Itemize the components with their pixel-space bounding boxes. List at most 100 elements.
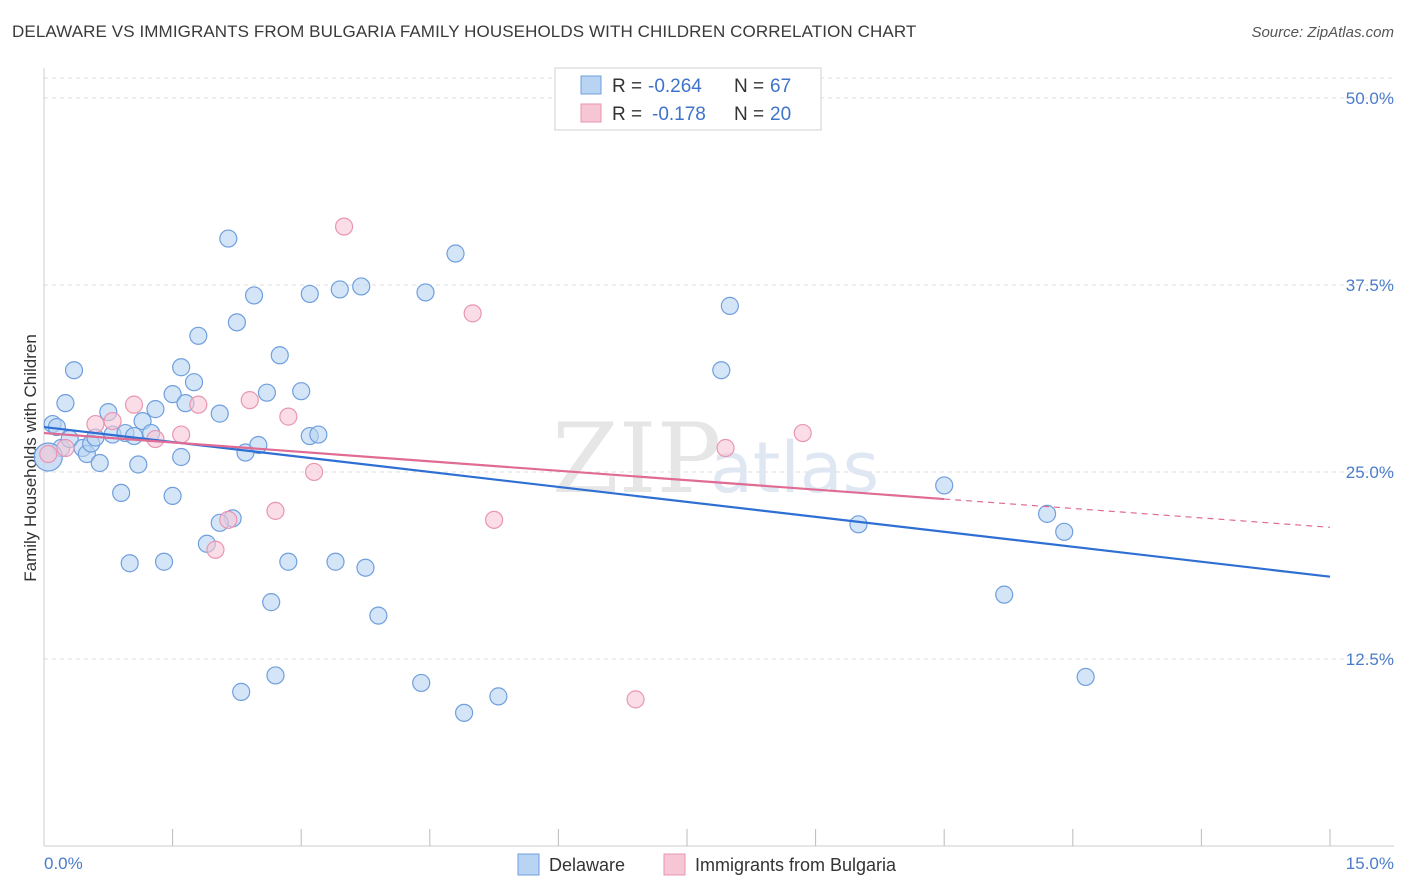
point-bulgaria-8	[206, 540, 225, 559]
point-delaware-58	[935, 476, 954, 495]
point-bulgaria-7	[189, 395, 208, 414]
y-tick-label-3: 50.0%	[1346, 89, 1394, 108]
point-bulgaria-13	[304, 462, 324, 482]
point-delaware-50	[412, 673, 431, 693]
point-delaware-41	[292, 382, 311, 401]
legend-box: R = -0.264 N = 67 R = -0.178 N = 20	[554, 67, 822, 131]
legend-n-label-2: N =	[734, 104, 764, 125]
legend-swatch-bulgaria	[580, 103, 602, 123]
point-bulgaria-10	[240, 391, 259, 410]
point-delaware-32	[232, 682, 251, 701]
point-bulgaria-19	[793, 423, 812, 443]
point-delaware-21	[163, 486, 182, 505]
point-delaware-45	[326, 552, 345, 571]
point-bulgaria-2	[86, 414, 105, 434]
point-delaware-37	[262, 593, 281, 612]
point-bulgaria-18	[716, 438, 735, 458]
y-tick-label-0: 12.5%	[1346, 650, 1394, 669]
point-delaware-62	[1076, 667, 1095, 687]
point-delaware-49	[369, 606, 388, 625]
point-delaware-39	[270, 346, 289, 365]
point-delaware-23	[172, 358, 191, 377]
point-delaware-18	[146, 400, 165, 419]
point-delaware-34	[244, 286, 264, 305]
point-delaware-48	[356, 558, 375, 577]
point-bulgaria-11	[266, 501, 285, 520]
point-bulgaria-16	[485, 510, 504, 529]
point-bulgaria-6	[172, 425, 191, 444]
bottom-legend-label-delaware: Delaware	[549, 855, 625, 875]
legend-r-label-1: R =	[612, 76, 642, 97]
bottom-legend-swatch-bulgaria	[663, 853, 686, 876]
y-axis-label: Family Households with Children	[21, 334, 40, 582]
point-delaware-57	[849, 515, 868, 534]
trend-line-bulgaria-extension	[944, 498, 1331, 528]
point-delaware-53	[454, 703, 474, 722]
watermark-atlas: atlas	[710, 427, 879, 509]
point-bulgaria-1	[56, 438, 75, 458]
chart-title: DELAWARE VS IMMIGRANTS FROM BULGARIA FAM…	[12, 22, 917, 41]
point-bulgaria-9	[219, 510, 238, 529]
point-delaware-31	[227, 313, 246, 332]
point-delaware-60	[1037, 504, 1057, 523]
point-delaware-54	[489, 687, 508, 706]
point-delaware-9	[90, 453, 109, 473]
point-delaware-20	[163, 385, 182, 404]
point-delaware-40	[279, 552, 298, 571]
point-delaware-28	[210, 404, 229, 423]
point-bulgaria-15	[463, 304, 482, 323]
y-tick-label-2: 37.5%	[1346, 276, 1394, 295]
series-delaware-points	[33, 229, 1095, 722]
y-tick-label-1: 25.0%	[1346, 463, 1394, 482]
x-tick-label-max: 15.0%	[1346, 854, 1394, 873]
point-delaware-38	[266, 666, 285, 685]
point-delaware-36	[257, 383, 277, 402]
point-delaware-14	[120, 554, 139, 573]
trend-line-delaware	[43, 425, 1331, 578]
legend-r-value-1: -0.264	[648, 76, 702, 97]
point-bulgaria-12	[279, 407, 298, 426]
trend-lines	[43, 425, 1331, 578]
point-delaware-15	[129, 455, 148, 474]
point-delaware-25	[184, 373, 204, 392]
point-delaware-3	[56, 394, 75, 413]
point-delaware-26	[189, 326, 208, 345]
legend-n-label-1: N =	[734, 76, 764, 97]
x-tick-marks	[172, 829, 1331, 846]
legend-swatch-delaware	[580, 75, 602, 95]
point-bulgaria-14	[334, 217, 354, 236]
trend-line-bulgaria	[43, 431, 945, 501]
point-bulgaria-3	[103, 411, 122, 431]
point-delaware-19	[154, 552, 174, 571]
legend-n-value-2: 20	[770, 104, 791, 125]
chart-source: Source: ZipAtlas.com	[1251, 24, 1394, 41]
x-tick-label-min: 0.0%	[44, 854, 83, 873]
point-delaware-22	[172, 447, 191, 467]
point-delaware-29	[219, 229, 238, 248]
point-delaware-12	[112, 483, 131, 503]
point-delaware-52	[446, 244, 465, 263]
point-delaware-43	[300, 284, 319, 304]
point-delaware-46	[330, 280, 349, 299]
bottom-legend-label-bulgaria: Immigrants from Bulgaria	[695, 855, 897, 875]
series-bulgaria-points	[39, 217, 812, 709]
point-bulgaria-0	[39, 444, 58, 464]
point-delaware-61	[1055, 522, 1074, 541]
y-tick-labels: 12.5% 25.0% 37.5% 50.0%	[1346, 89, 1394, 669]
point-bulgaria-4	[124, 395, 144, 414]
point-bulgaria-17	[626, 690, 645, 709]
watermark: ZIP atlas	[552, 403, 879, 515]
bottom-legend: Delaware Immigrants from Bulgaria	[517, 853, 897, 876]
watermark-zip: ZIP	[552, 403, 721, 515]
point-delaware-5	[64, 361, 84, 380]
bottom-legend-swatch-delaware	[517, 853, 540, 876]
point-delaware-55	[712, 361, 731, 380]
legend-r-value-2: -0.178	[652, 104, 706, 125]
legend-r-label-2: R =	[612, 104, 642, 125]
point-delaware-51	[416, 283, 435, 302]
point-delaware-59	[995, 585, 1014, 604]
point-delaware-56	[720, 296, 739, 315]
point-delaware-44	[309, 425, 328, 444]
point-delaware-47	[352, 277, 371, 296]
